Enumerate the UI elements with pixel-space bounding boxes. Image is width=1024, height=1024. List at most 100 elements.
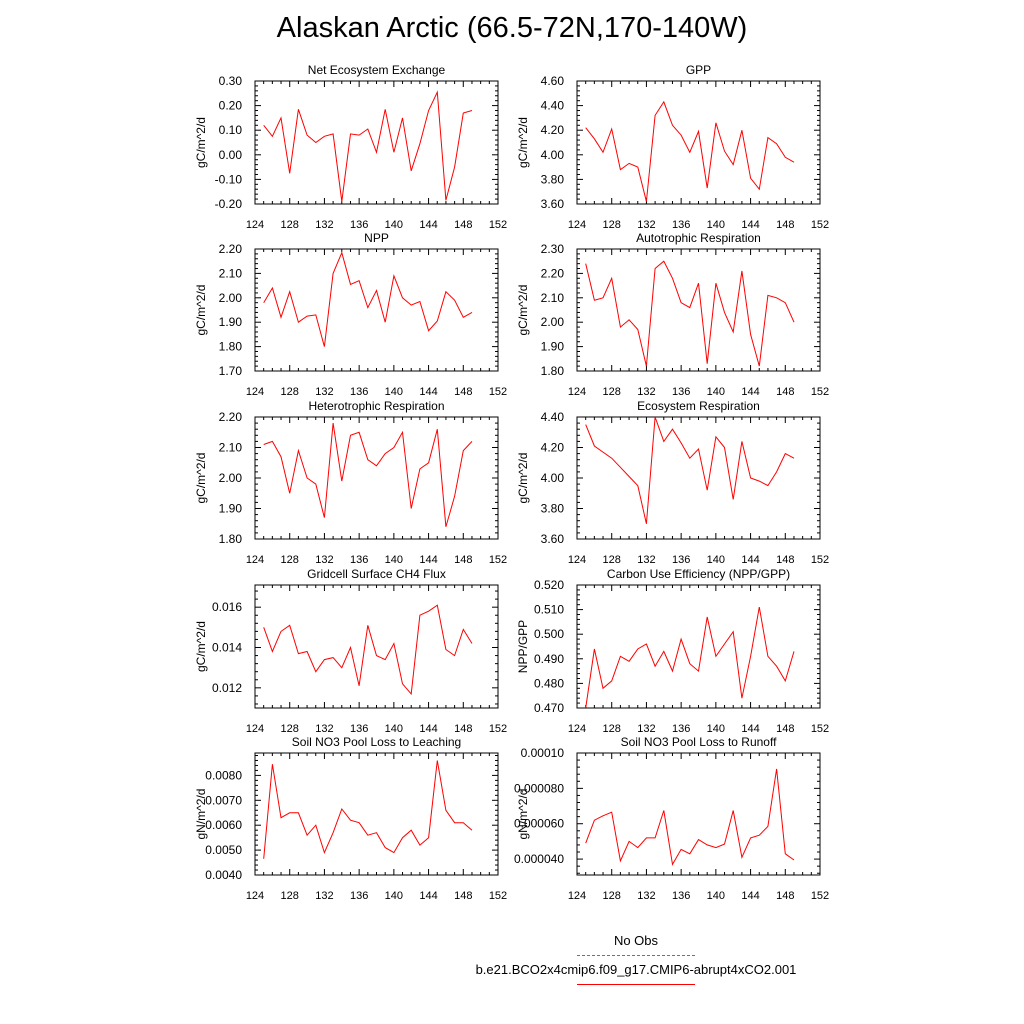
x-tick-label: 152 — [811, 890, 829, 902]
y-tick-label: 0.520 — [534, 578, 564, 592]
x-tick-label: 148 — [454, 723, 472, 735]
y-tick-label: -0.10 — [215, 172, 243, 186]
y-axis-label: gC/m^2/d — [194, 453, 208, 504]
x-tick-label: 128 — [603, 723, 621, 735]
x-tick-label: 152 — [811, 386, 829, 398]
series-line — [585, 260, 795, 367]
x-tick-label: 152 — [811, 723, 829, 735]
plot-frame — [254, 416, 499, 540]
y-tick-label: 2.10 — [541, 291, 565, 305]
plot-frame — [576, 416, 821, 540]
y-tick-label: 4.20 — [541, 441, 565, 455]
panel-title: Soil NO3 Pool Loss to Runoff — [621, 735, 778, 749]
y-tick-label: 3.80 — [541, 502, 565, 516]
plot-frame — [254, 752, 499, 876]
y-axis-label: NPP/GPP — [516, 620, 530, 673]
x-tick-label: 132 — [315, 554, 333, 566]
x-tick-label: 136 — [672, 723, 690, 735]
x-tick-label: 144 — [741, 890, 759, 902]
chart-panel-3: NPP gC/m^2/d 124 128 132 136 140 144 148 152 1.70 1… — [194, 231, 507, 398]
y-tick-label: 0.0060 — [205, 818, 242, 832]
x-tick-label: 132 — [315, 386, 333, 398]
y-tick-label: 0.00 — [219, 148, 243, 162]
x-tick-label: 148 — [776, 890, 794, 902]
y-tick-label: 0.510 — [534, 603, 564, 617]
x-tick-label: 132 — [637, 386, 655, 398]
x-tick-label: 144 — [741, 723, 759, 735]
series-line — [263, 760, 473, 859]
y-tick-label: 4.00 — [541, 471, 565, 485]
x-tick-label: 124 — [246, 723, 264, 735]
chart-panel-7: Gridcell Surface CH4 Flux gC/m^2/d 124 128 1… — [194, 567, 507, 735]
plot-frame — [254, 80, 499, 205]
x-tick-label: 140 — [385, 890, 403, 902]
x-tick-label: 132 — [637, 890, 655, 902]
y-tick-label: 4.40 — [541, 99, 565, 113]
x-tick-label: 144 — [741, 554, 759, 566]
panel-title: Net Ecosystem Exchange — [308, 63, 446, 77]
x-tick-label: 132 — [315, 219, 333, 231]
y-tick-label: 0.000080 — [514, 781, 564, 795]
y-tick-label: 0.016 — [212, 600, 242, 614]
panel-title: Ecosystem Respiration — [637, 399, 760, 413]
y-tick-label: 2.00 — [219, 471, 243, 485]
x-tick-label: 148 — [776, 219, 794, 231]
y-tick-label: 0.000040 — [514, 852, 564, 866]
y-tick-label: 4.20 — [541, 123, 565, 137]
chart-panel-9: Soil NO3 Pool Loss to Leaching gN/m^2/d 12… — [194, 735, 507, 902]
series-line — [585, 100, 795, 202]
x-tick-label: 132 — [637, 219, 655, 231]
y-axis-label: gC/m^2/d — [194, 621, 208, 672]
x-tick-label: 128 — [603, 554, 621, 566]
plot-frame — [576, 248, 821, 372]
x-tick-label: 136 — [350, 219, 368, 231]
series-line — [585, 416, 795, 524]
x-tick-label: 152 — [489, 554, 507, 566]
x-tick-label: 148 — [776, 386, 794, 398]
x-tick-label: 140 — [385, 554, 403, 566]
y-tick-label: 0.00010 — [521, 746, 565, 760]
y-axis-label: gC/m^2/d — [194, 117, 208, 168]
x-tick-label: 152 — [489, 386, 507, 398]
y-tick-label: 0.10 — [219, 123, 243, 137]
x-tick-label: 152 — [489, 723, 507, 735]
series-line — [585, 607, 795, 709]
x-tick-label: 148 — [776, 554, 794, 566]
x-tick-label: 124 — [568, 723, 586, 735]
x-tick-label: 148 — [454, 219, 472, 231]
y-axis-label: gC/m^2/d — [516, 453, 530, 504]
x-tick-label: 144 — [741, 219, 759, 231]
y-tick-label: 0.014 — [212, 641, 242, 655]
plot-frame — [254, 248, 499, 372]
x-tick-label: 144 — [419, 219, 437, 231]
y-tick-label: 0.470 — [534, 701, 564, 715]
chart-panel-5: Heterotrophic Respiration gC/m^2/d 124 128 1… — [194, 399, 507, 566]
y-tick-label: 3.60 — [541, 197, 565, 211]
y-tick-label: 1.90 — [219, 315, 243, 329]
x-tick-label: 124 — [568, 219, 586, 231]
y-axis-label: gC/m^2/d — [516, 285, 530, 336]
y-tick-label: 3.60 — [541, 532, 565, 546]
y-tick-label: 1.80 — [541, 364, 565, 378]
series-line — [585, 768, 795, 866]
x-tick-label: 136 — [672, 386, 690, 398]
y-tick-label: 2.20 — [541, 266, 565, 280]
x-tick-label: 136 — [350, 890, 368, 902]
x-tick-label: 132 — [637, 554, 655, 566]
series-line — [263, 90, 473, 202]
x-tick-label: 128 — [281, 723, 299, 735]
x-tick-label: 124 — [246, 890, 264, 902]
x-tick-label: 132 — [315, 890, 333, 902]
x-tick-label: 144 — [419, 723, 437, 735]
y-axis-label: gN/m^2/d — [194, 789, 208, 840]
x-tick-label: 140 — [707, 723, 725, 735]
y-tick-label: 0.0080 — [205, 768, 242, 782]
x-tick-label: 140 — [385, 386, 403, 398]
y-tick-label: 4.60 — [541, 74, 565, 88]
x-tick-label: 140 — [707, 554, 725, 566]
x-tick-label: 128 — [603, 219, 621, 231]
y-tick-label: 0.000060 — [514, 817, 564, 831]
chart-panel-4: Autotrophic Respiration gC/m^2/d 124 128 132… — [516, 231, 829, 398]
y-tick-label: 0.30 — [219, 74, 243, 88]
